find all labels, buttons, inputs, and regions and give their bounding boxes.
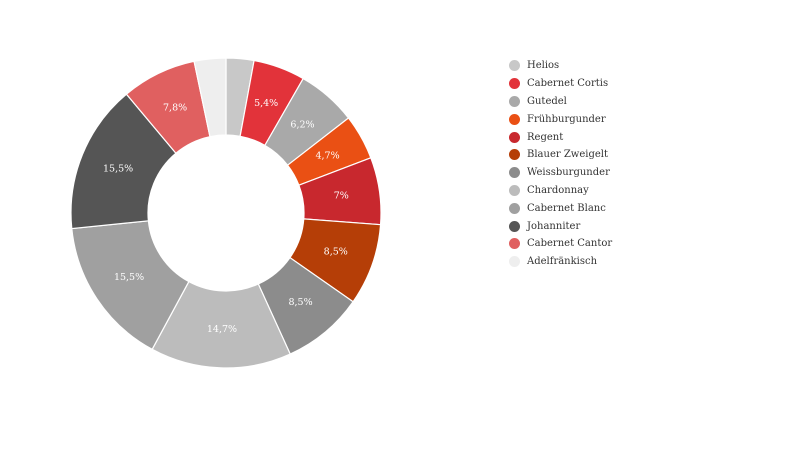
legend-item-4[interactable]: Regent (509, 128, 612, 146)
slice-label-1: 5,4% (254, 98, 278, 109)
legend-swatch-2 (509, 95, 520, 107)
legend-item-9[interactable]: Johanniter (509, 217, 612, 235)
legend-item-0[interactable]: Helios (509, 57, 612, 75)
slice-label-8: 15,5% (114, 272, 144, 283)
legend-swatch-4 (509, 131, 520, 143)
slice-label-10: 7,8% (163, 103, 187, 114)
slice-label-5: 8,5% (324, 247, 348, 258)
legend-item-7[interactable]: Chardonnay (509, 182, 612, 200)
slice-label-3: 4,7% (315, 150, 339, 161)
legend-label-7: Chardonnay (527, 184, 589, 196)
slice-11[interactable] (193, 57, 227, 138)
legend-label-11: Adelfränkisch (527, 256, 598, 268)
legend-item-10[interactable]: Cabernet Cantor (509, 235, 612, 253)
legend-item-1[interactable]: Cabernet Cortis (509, 75, 612, 93)
legend-swatch-0 (509, 60, 520, 72)
legend-item-8[interactable]: Cabernet Blanc (509, 199, 612, 217)
slice-label-4: 7% (334, 191, 349, 202)
legend-item-11[interactable]: Adelfränkisch (509, 253, 612, 271)
donut-slice-labels: 5,4% 6,2% 4,7% 7% 8,5% 8,5% 14,7% 15,5% 15,5% 7,8… (103, 98, 349, 335)
slice-label-9: 15,5% (103, 164, 133, 175)
legend-swatch-7 (509, 184, 520, 196)
legend-item-2[interactable]: Gutedel (509, 93, 612, 111)
legend-swatch-8 (509, 202, 520, 214)
slice-label-6: 8,5% (288, 297, 312, 308)
legend-label-6: Weissburgunder (527, 167, 610, 179)
legend-item-6[interactable]: Weissburgunder (509, 164, 612, 182)
legend-swatch-1 (509, 78, 520, 90)
legend-label-9: Johanniter (527, 220, 581, 232)
legend-swatch-5 (509, 149, 520, 161)
legend-label-5: Blauer Zweigelt (527, 149, 608, 161)
legend-item-3[interactable]: Frühburgunder (509, 110, 612, 128)
slice-label-7: 14,7% (207, 324, 237, 335)
legend-swatch-6 (509, 167, 520, 179)
legend-item-5[interactable]: Blauer Zweigelt (509, 146, 612, 164)
legend-label-2: Gutedel (527, 95, 567, 107)
legend-label-1: Cabernet Cortis (527, 78, 609, 90)
legend-label-10: Cabernet Cantor (527, 238, 613, 250)
slice-label-2: 6,2% (290, 120, 314, 131)
legend-swatch-9 (509, 220, 520, 232)
legend-swatch-3 (509, 113, 520, 125)
donut-slices (70, 57, 382, 369)
legend-swatch-11 (509, 256, 520, 268)
chart-legend: Helios Cabernet Cortis Gutedel Frühburgunde… (509, 57, 612, 271)
legend-label-0: Helios (527, 60, 560, 72)
legend-label-8: Cabernet Blanc (527, 202, 606, 214)
legend-label-3: Frühburgunder (527, 113, 606, 125)
legend-swatch-10 (509, 238, 520, 250)
legend-label-4: Regent (527, 131, 564, 143)
